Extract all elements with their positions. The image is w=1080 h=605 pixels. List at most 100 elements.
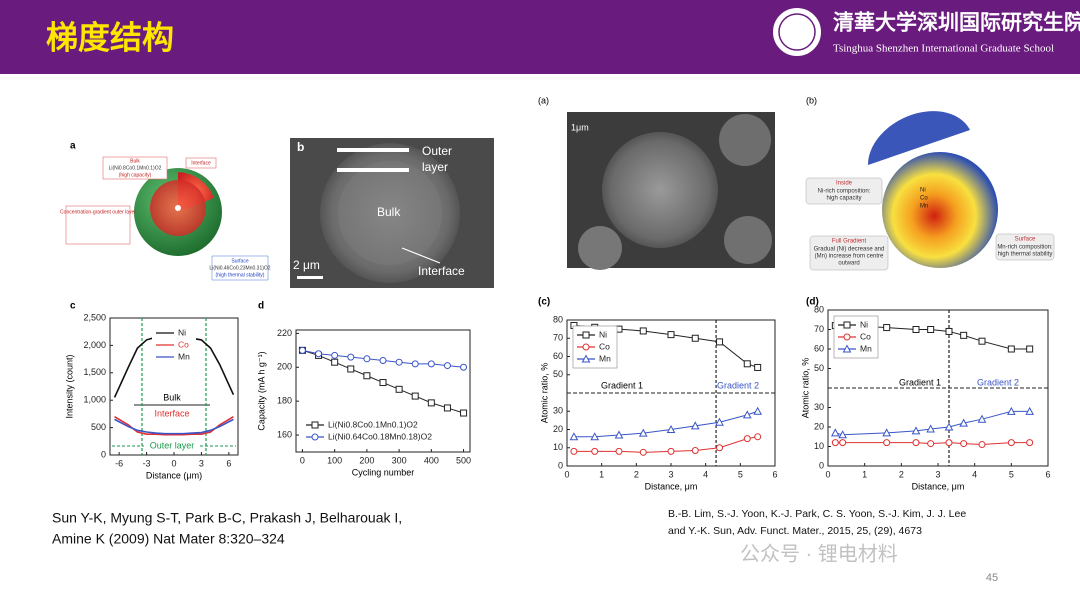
point bbox=[363, 372, 371, 380]
particle bbox=[602, 132, 718, 248]
series-line bbox=[114, 418, 234, 435]
point bbox=[716, 444, 724, 452]
series-line bbox=[573, 410, 758, 438]
label: Ni bbox=[920, 188, 926, 194]
panel-label: a bbox=[70, 141, 76, 152]
point bbox=[743, 360, 751, 368]
point bbox=[839, 439, 847, 447]
x-tick-label: 1 bbox=[862, 469, 867, 479]
label: Li(Ni0.8Co0.1Mn0.1)O2 bbox=[109, 165, 162, 171]
point bbox=[298, 346, 306, 354]
x-tick-label: 2 bbox=[634, 469, 639, 479]
point bbox=[347, 365, 355, 373]
label: Mn-rich composition: bbox=[997, 245, 1053, 251]
annotation: Gradient 2 bbox=[717, 380, 759, 390]
label: Surface bbox=[231, 258, 248, 264]
point bbox=[912, 326, 920, 333]
annotation: Interface bbox=[154, 408, 189, 418]
point bbox=[363, 355, 371, 363]
citation: B.-B. Lim, S.-J. Yoon, K.-J. Park, C. S.… bbox=[668, 508, 966, 520]
panel-label: (a) bbox=[538, 95, 549, 105]
x-tick-label: 5 bbox=[1009, 469, 1014, 479]
particle bbox=[724, 216, 772, 264]
core-dot bbox=[175, 205, 181, 211]
y-tick-label: 80 bbox=[814, 304, 824, 314]
x-tick-label: 0 bbox=[825, 469, 830, 479]
label: (high capacity) bbox=[119, 172, 152, 178]
y-tick-label: 0 bbox=[101, 449, 106, 459]
point bbox=[667, 447, 675, 455]
diagram-labels: Bulk Li(Ni0.8Co0.1Mn0.1)O2 (high capacit… bbox=[60, 156, 271, 281]
point bbox=[977, 414, 987, 423]
point bbox=[1007, 439, 1015, 447]
point bbox=[842, 344, 852, 353]
label: Gradual (Ni) decrease and bbox=[814, 247, 885, 253]
point bbox=[945, 439, 953, 447]
label: Full Gradient bbox=[832, 239, 867, 245]
label: Ni-rich composition: bbox=[818, 189, 871, 195]
point bbox=[754, 363, 762, 371]
point bbox=[926, 424, 936, 433]
logo-ring bbox=[778, 13, 816, 51]
cap bbox=[867, 111, 970, 165]
arrow bbox=[401, 247, 441, 264]
point bbox=[978, 337, 986, 345]
institution: 清華大学深圳国际研究生院 bbox=[833, 11, 1080, 35]
x-axis-label: Distance, μm bbox=[645, 481, 698, 491]
point bbox=[883, 324, 891, 332]
x-tick-label: 200 bbox=[359, 455, 374, 465]
x-tick-label: 1 bbox=[599, 469, 604, 479]
x-axis-label: Distance, μm bbox=[912, 481, 965, 491]
point bbox=[716, 338, 724, 346]
y-tick-label: 1,000 bbox=[83, 395, 106, 405]
series-line bbox=[835, 410, 1030, 436]
x-tick-label: 3 bbox=[199, 458, 204, 468]
y-tick-label: 70 bbox=[814, 324, 824, 334]
callout bbox=[102, 156, 168, 180]
scale-bar bbox=[297, 276, 323, 279]
citation: Sun Y-K, Myung S-T, Park B-C, Prakash J,… bbox=[52, 510, 402, 526]
panel-label: (b) bbox=[806, 95, 817, 105]
annotation: Outer layer bbox=[150, 440, 195, 450]
x-axis-label: Distance (μm) bbox=[146, 470, 202, 480]
citation: Amine K (2009) Nat Mater 8:320–324 bbox=[52, 531, 285, 547]
point bbox=[690, 421, 700, 430]
point bbox=[315, 350, 323, 358]
point bbox=[742, 410, 752, 419]
bulk bbox=[338, 161, 442, 265]
y-axis-label: Atomic ratio, % bbox=[539, 363, 549, 424]
y-tick-label: 0 bbox=[558, 460, 563, 470]
y-tick-label: 70 bbox=[553, 333, 563, 343]
label: Concentration-gradient outer layer bbox=[60, 209, 136, 215]
point bbox=[347, 353, 355, 361]
panel-label: (d) bbox=[806, 297, 819, 308]
point bbox=[443, 362, 451, 370]
y-tick-label: 20 bbox=[814, 421, 824, 431]
label: high capacity bbox=[826, 196, 861, 202]
institution-en: Tsinghua Shenzhen International Graduate… bbox=[833, 43, 1054, 55]
legend-label: Co bbox=[178, 339, 189, 349]
callout bbox=[809, 235, 889, 271]
label: Li(Ni0.46Co0.23Mn0.31)O2 bbox=[209, 265, 270, 271]
point bbox=[691, 334, 699, 342]
x-tick-label: 6 bbox=[1045, 469, 1050, 479]
point bbox=[639, 327, 647, 335]
point bbox=[379, 379, 387, 387]
x-tick-label: 2 bbox=[899, 469, 904, 479]
point bbox=[411, 392, 419, 400]
point bbox=[427, 399, 435, 407]
x-tick-label: 0 bbox=[171, 458, 176, 468]
label: Surface bbox=[1015, 237, 1036, 243]
callout bbox=[65, 205, 131, 245]
legend-label: Mn bbox=[178, 351, 190, 361]
x-tick-label: 0 bbox=[300, 455, 305, 465]
panel-label: c bbox=[70, 301, 76, 312]
bar bbox=[337, 168, 409, 172]
x-tick-label: 400 bbox=[424, 455, 439, 465]
point bbox=[331, 351, 339, 359]
series-line bbox=[573, 436, 758, 453]
y-tick-label: 2,000 bbox=[83, 340, 106, 350]
panel-label: (c) bbox=[538, 297, 550, 308]
point bbox=[743, 435, 751, 443]
citation: and Y.-K. Sun, Adv. Funct. Mater., 2015,… bbox=[668, 525, 922, 537]
